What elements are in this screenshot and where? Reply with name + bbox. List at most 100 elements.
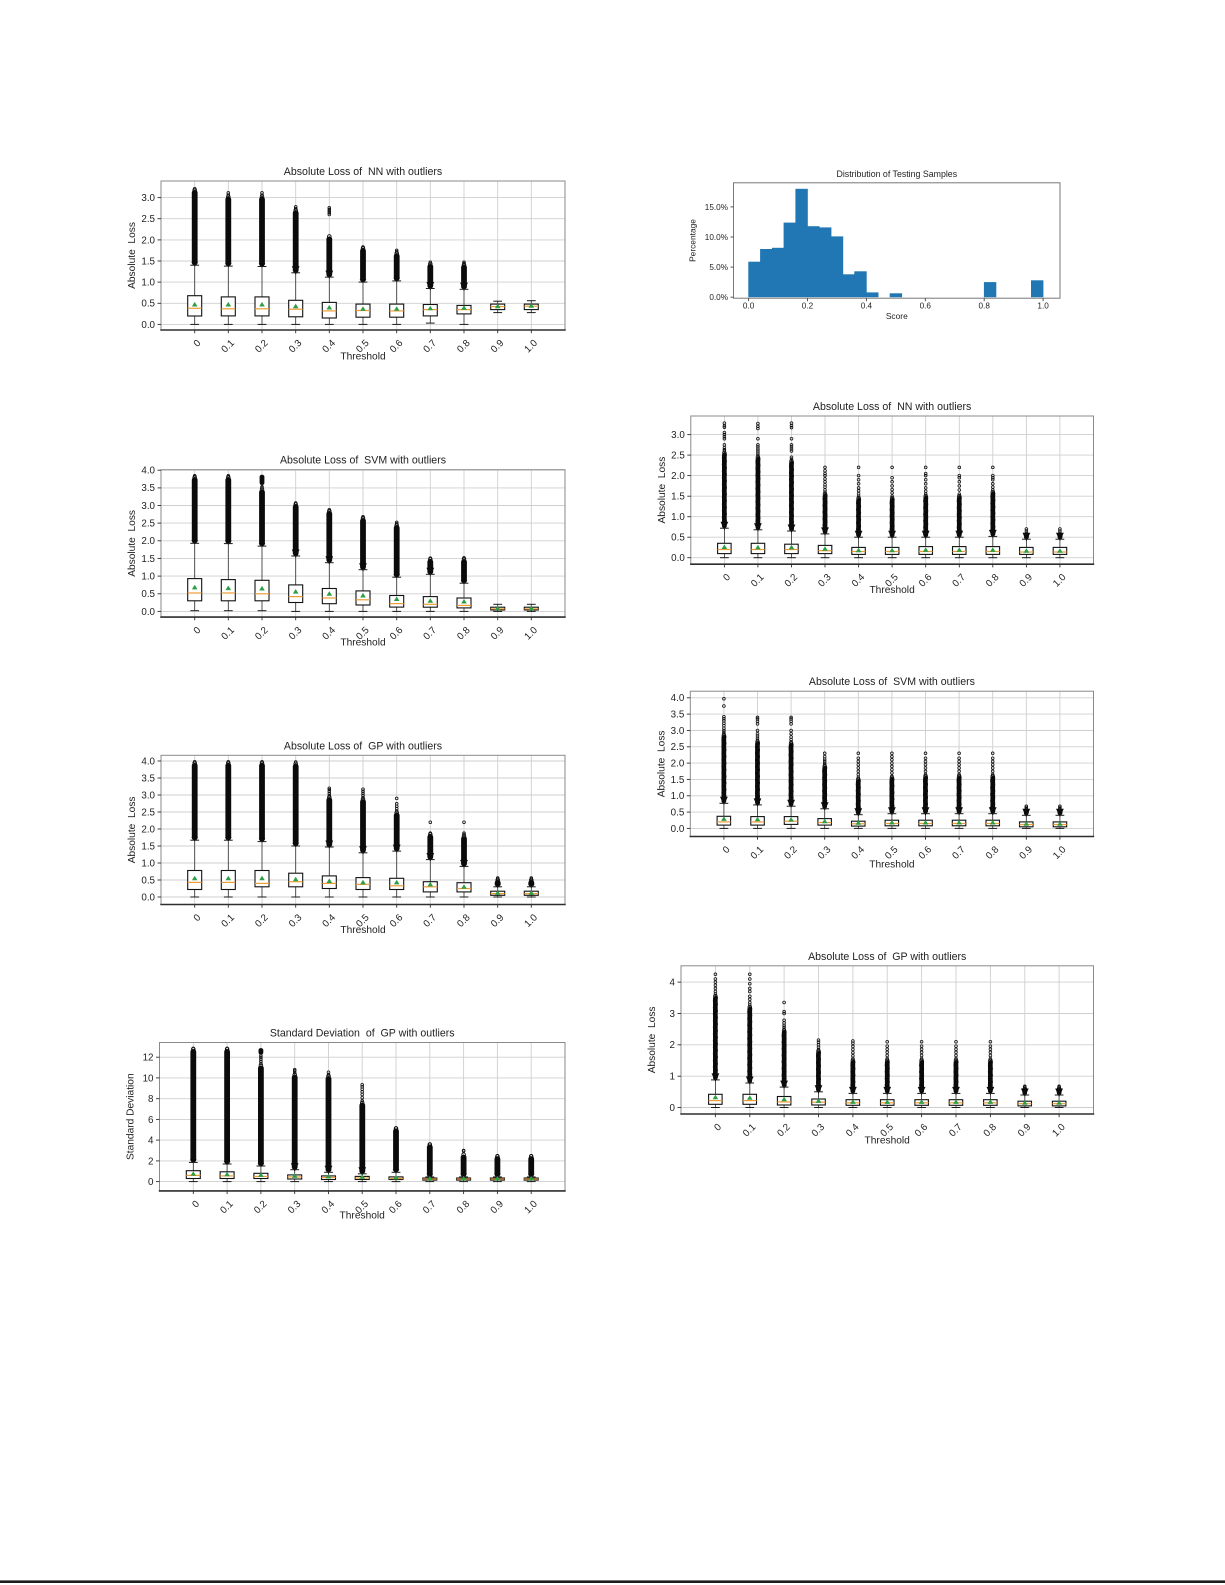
svg-text:0.2: 0.2	[783, 572, 800, 589]
svg-text:2.0: 2.0	[671, 759, 685, 770]
svg-text:6: 6	[148, 1115, 154, 1126]
svg-text:2.5: 2.5	[141, 214, 155, 225]
svg-text:15.0%: 15.0%	[705, 203, 728, 212]
svg-text:0.2: 0.2	[782, 844, 799, 861]
svg-text:1.0: 1.0	[1050, 1121, 1068, 1139]
svg-text:10: 10	[143, 1073, 154, 1084]
svg-text:1.5: 1.5	[141, 256, 155, 267]
svg-text:Absolute Loss: Absolute Loss	[127, 510, 138, 577]
svg-text:1.0: 1.0	[1051, 572, 1069, 590]
svg-text:2.5: 2.5	[671, 742, 685, 753]
svg-text:0.6: 0.6	[387, 1198, 405, 1216]
svg-text:0.6: 0.6	[388, 912, 406, 930]
svg-text:0: 0	[721, 844, 733, 856]
svg-text:0.3: 0.3	[286, 1198, 304, 1216]
svg-text:0.6: 0.6	[388, 337, 406, 355]
svg-text:0: 0	[192, 912, 204, 924]
svg-text:Threshold: Threshold	[340, 638, 386, 649]
svg-text:0.0: 0.0	[141, 607, 155, 618]
svg-text:Threshold: Threshold	[865, 1136, 911, 1147]
svg-text:0.6: 0.6	[920, 302, 932, 311]
svg-text:Absolute Loss: Absolute Loss	[657, 457, 668, 524]
svg-text:0.4: 0.4	[850, 844, 868, 862]
svg-text:Threshold: Threshold	[340, 925, 386, 936]
svg-text:0.4: 0.4	[850, 572, 868, 590]
svg-text:0.7: 0.7	[422, 338, 439, 355]
svg-text:0.8: 0.8	[984, 844, 1002, 862]
svg-text:Absolute Loss of SVM with out: Absolute Loss of SVM with outliers	[809, 676, 975, 688]
svg-text:Threshold: Threshold	[869, 585, 915, 596]
svg-text:0.3: 0.3	[816, 572, 834, 590]
svg-text:0.5: 0.5	[141, 299, 155, 310]
svg-text:1.0: 1.0	[523, 912, 541, 930]
svg-text:Absolute Loss of SVM with out: Absolute Loss of SVM with outliers	[280, 455, 446, 467]
svg-text:0: 0	[670, 1103, 676, 1114]
svg-text:0.5: 0.5	[671, 533, 685, 544]
svg-text:Absolute Loss of NN with outl: Absolute Loss of NN with outliers	[813, 401, 971, 413]
svg-text:0.9: 0.9	[1018, 572, 1035, 589]
svg-text:Absolute Loss: Absolute Loss	[127, 796, 138, 863]
svg-text:5.0%: 5.0%	[709, 263, 728, 272]
svg-text:3: 3	[670, 1009, 676, 1020]
svg-text:0.8: 0.8	[455, 337, 473, 355]
svg-text:0: 0	[192, 625, 204, 637]
svg-text:1.5: 1.5	[141, 554, 155, 565]
svg-text:0.8: 0.8	[984, 572, 1002, 590]
svg-text:1.0: 1.0	[671, 512, 685, 523]
svg-text:Absolute Loss: Absolute Loss	[656, 730, 667, 797]
svg-text:3.5: 3.5	[141, 773, 155, 784]
svg-text:Absolute Loss: Absolute Loss	[647, 1006, 658, 1073]
svg-text:4: 4	[148, 1136, 154, 1147]
svg-text:2: 2	[670, 1040, 675, 1051]
svg-text:0.8: 0.8	[979, 302, 991, 311]
svg-text:1.0: 1.0	[523, 337, 541, 355]
svg-text:Absolute Loss of GP with outl: Absolute Loss of GP with outliers	[808, 951, 966, 963]
svg-text:1: 1	[670, 1072, 675, 1083]
svg-text:0.2: 0.2	[802, 302, 814, 311]
svg-text:0.9: 0.9	[1016, 1122, 1033, 1139]
svg-text:0.8: 0.8	[982, 1121, 1000, 1139]
svg-text:4: 4	[670, 978, 676, 989]
svg-text:3.5: 3.5	[141, 483, 155, 494]
svg-text:0.8: 0.8	[455, 625, 473, 643]
svg-text:1.0: 1.0	[141, 572, 155, 583]
svg-text:0.5: 0.5	[141, 875, 155, 886]
svg-text:0.7: 0.7	[421, 1199, 438, 1216]
svg-text:2.0: 2.0	[671, 471, 685, 482]
svg-text:3.0: 3.0	[141, 501, 155, 512]
svg-text:1.5: 1.5	[671, 775, 685, 786]
svg-text:0: 0	[721, 572, 733, 584]
svg-text:0.9: 0.9	[489, 912, 506, 929]
svg-text:0.7: 0.7	[951, 572, 968, 589]
svg-text:1.0: 1.0	[671, 791, 685, 802]
svg-text:0.6: 0.6	[388, 625, 406, 643]
svg-text:0.9: 0.9	[489, 338, 506, 355]
svg-text:0.1: 0.1	[220, 338, 237, 355]
svg-text:0.2: 0.2	[775, 1122, 792, 1139]
svg-text:0.8: 0.8	[455, 912, 473, 930]
svg-text:Absolute Loss of NN with outl: Absolute Loss of NN with outliers	[284, 166, 442, 178]
svg-text:2.5: 2.5	[671, 451, 685, 462]
svg-text:0.1: 0.1	[749, 572, 766, 589]
svg-text:1.0: 1.0	[1051, 844, 1069, 862]
svg-text:0.4: 0.4	[321, 337, 339, 355]
svg-text:Threshold: Threshold	[340, 1211, 386, 1222]
svg-text:2.5: 2.5	[141, 807, 155, 818]
svg-text:2.0: 2.0	[141, 824, 155, 835]
svg-text:0.7: 0.7	[422, 625, 439, 642]
svg-text:2.0: 2.0	[141, 536, 155, 547]
svg-text:1.0: 1.0	[1037, 302, 1049, 311]
svg-text:1.5: 1.5	[671, 492, 685, 503]
svg-text:1.0: 1.0	[523, 625, 541, 643]
svg-text:10.0%: 10.0%	[705, 233, 728, 242]
svg-text:1.0: 1.0	[141, 278, 155, 289]
svg-text:0.1: 0.1	[741, 1122, 758, 1139]
svg-text:0.8: 0.8	[455, 1198, 473, 1216]
svg-text:0.4: 0.4	[321, 912, 339, 930]
svg-text:0: 0	[712, 1121, 724, 1133]
svg-text:0.0: 0.0	[743, 302, 755, 311]
svg-text:4.0: 4.0	[141, 466, 155, 477]
svg-text:0.0%: 0.0%	[709, 293, 728, 302]
svg-text:0.4: 0.4	[844, 1121, 862, 1139]
svg-text:0.2: 0.2	[253, 912, 270, 929]
